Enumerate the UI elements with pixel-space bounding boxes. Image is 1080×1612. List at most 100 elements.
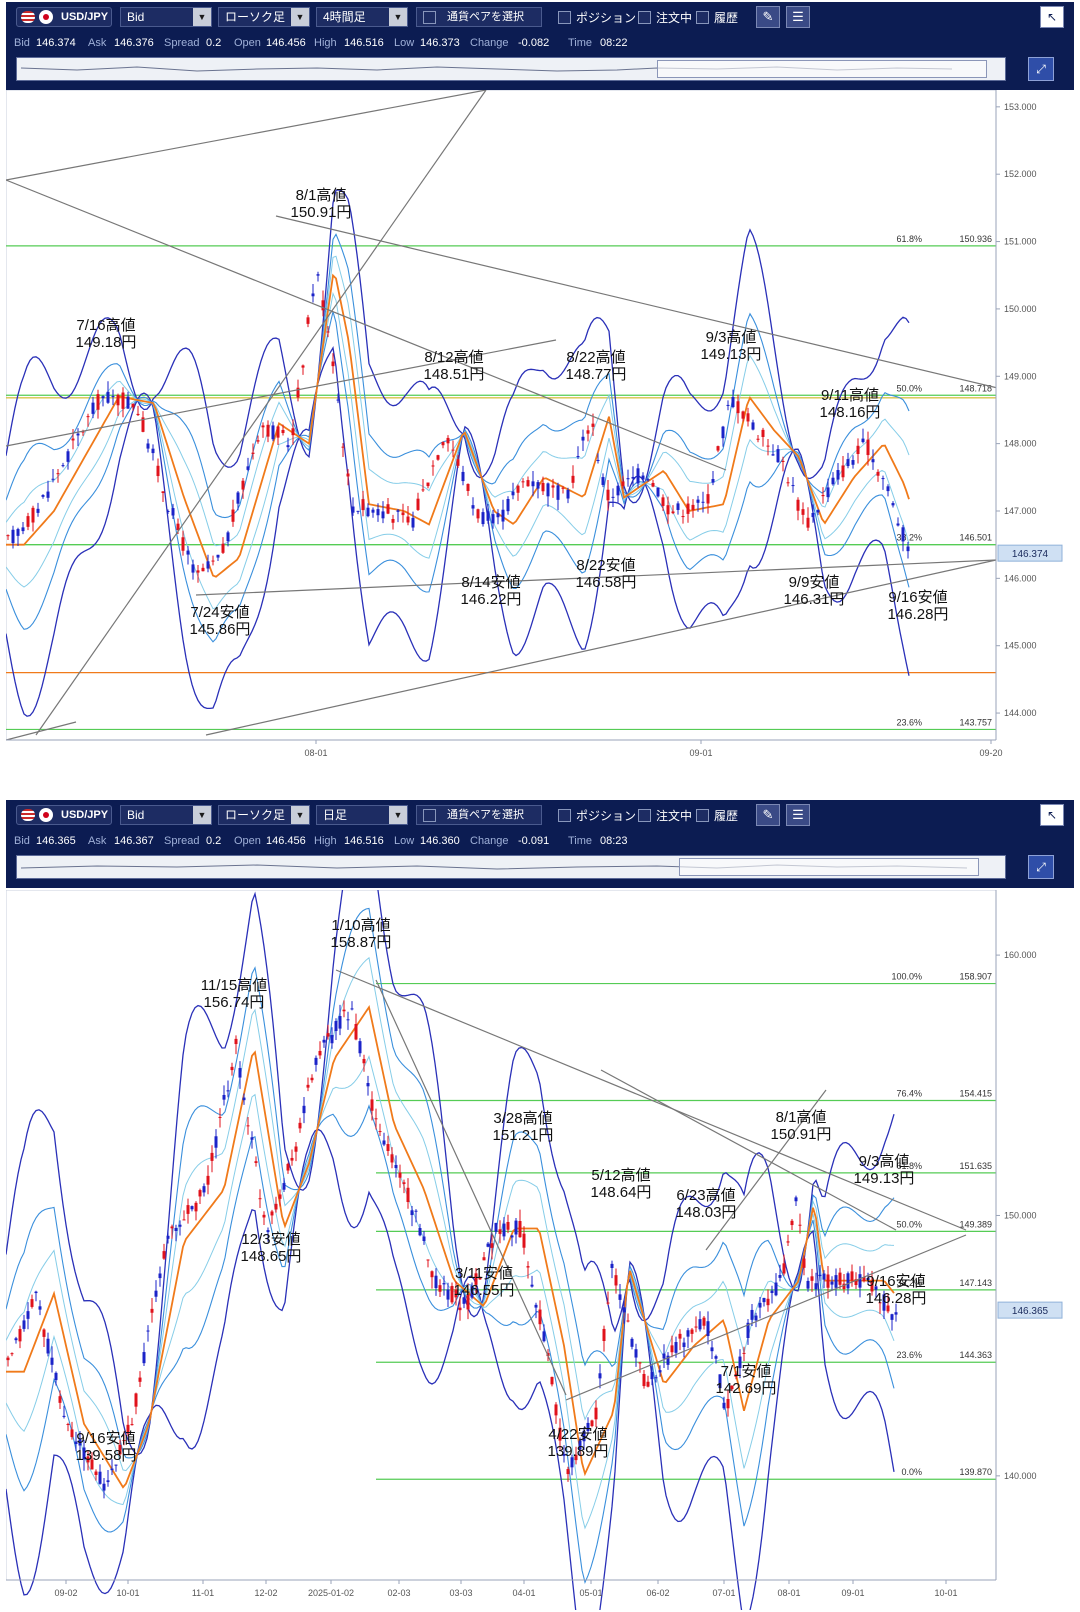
y-tick-label: 145.000	[1004, 641, 1037, 651]
chart-navigator[interactable]	[16, 855, 1006, 879]
candle-body	[586, 1422, 590, 1432]
candlestick-chart-svg[interactable]: 61.8% 150.936 50.0% 148.718 38.2% 146.501 23.6…	[6, 90, 1074, 770]
candle-body	[834, 1275, 838, 1288]
candle-body	[702, 1317, 706, 1326]
fib-level-pct: 38.2%	[896, 533, 922, 543]
collapse-icon[interactable]: ↖	[1040, 804, 1064, 826]
current-price-label: 146.374	[1012, 549, 1049, 560]
annotation-date: 9/16安値	[76, 1430, 135, 1447]
chart-style-select[interactable]: ローソク足 ▼	[218, 805, 310, 825]
pair-select-checkbox[interactable]	[423, 11, 436, 24]
annotation-price: 150.91円	[771, 1126, 832, 1143]
chart-navigator[interactable]	[16, 57, 1006, 81]
candle-body	[306, 317, 310, 324]
pair-select-button[interactable]: 通貨ペアを選択	[416, 7, 542, 27]
bollinger-upper-inner-line	[6, 255, 910, 547]
candle-body	[210, 1152, 214, 1161]
ask-key: Ask	[88, 835, 107, 847]
ask-value: 146.376	[114, 37, 154, 49]
settings-tool-button[interactable]: ☰	[786, 6, 810, 28]
candle-body	[621, 481, 625, 486]
candle-body	[176, 523, 180, 531]
trendline	[565, 1234, 967, 1401]
candlestick-chart-svg[interactable]: 100.0% 158.907 76.4% 154.415 61.8% 151.635 50.…	[6, 890, 1074, 1610]
annotation-date: 7/24安値	[190, 604, 249, 621]
position-checkbox[interactable]	[558, 11, 571, 24]
timeframe-select[interactable]: 4時間足 ▼	[316, 7, 408, 27]
candle-body	[361, 499, 365, 511]
symbol-selector[interactable]: USD/JPY	[16, 805, 112, 825]
candle-body	[366, 507, 370, 517]
y-tick-label: 140.000	[1004, 1471, 1037, 1481]
orders-checkbox[interactable]	[638, 809, 651, 822]
candle-body	[854, 1279, 858, 1286]
candle-body	[471, 505, 475, 509]
candle-body	[601, 477, 605, 485]
candle-body	[836, 470, 840, 480]
candle-body	[366, 1083, 370, 1087]
candle-body	[302, 1105, 306, 1114]
navigator-selection-handle[interactable]	[657, 60, 987, 78]
candle-body	[181, 537, 185, 551]
candle-body	[866, 439, 870, 456]
candle-body	[42, 1329, 46, 1337]
expand-icon[interactable]: ⤢	[1028, 855, 1054, 879]
candle-body	[326, 331, 330, 333]
trendline	[6, 90, 487, 181]
candle-body	[871, 459, 875, 463]
candle-body	[286, 1163, 290, 1171]
candle-body	[878, 1302, 882, 1304]
annotation-date: 8/12高値	[424, 349, 483, 366]
symbol-selector[interactable]: USD/JPY	[16, 7, 112, 27]
jp-flag-icon	[39, 808, 53, 822]
candle-body	[651, 482, 655, 487]
candle-body	[896, 523, 900, 526]
plot-background	[6, 90, 997, 741]
candle-body	[598, 1373, 602, 1379]
candle-body	[6, 535, 10, 537]
candle-body	[670, 1345, 674, 1353]
annotation-date: 11/15高値	[201, 977, 267, 994]
price-type-select[interactable]: Bid ▼	[120, 805, 212, 825]
expand-icon[interactable]: ⤢	[1028, 57, 1054, 81]
candle-body	[174, 1227, 178, 1232]
candle-body	[626, 478, 630, 480]
candle-body	[876, 471, 880, 476]
candle-body	[441, 442, 445, 446]
history-checkbox[interactable]	[696, 809, 709, 822]
timeframe-select[interactable]: 日足 ▼	[316, 805, 408, 825]
candle-body	[482, 1257, 486, 1261]
position-checkbox[interactable]	[558, 809, 571, 822]
candle-body	[422, 1236, 426, 1242]
orders-checkbox[interactable]	[638, 11, 651, 24]
candle-body	[638, 1362, 642, 1364]
candle-body	[714, 1356, 718, 1359]
candle-body	[30, 1299, 34, 1307]
candle-body	[274, 1203, 278, 1210]
navigator-selection-handle[interactable]	[679, 858, 979, 876]
candle-body	[830, 1281, 834, 1285]
price-chart-area[interactable]: 61.8% 150.936 50.0% 148.718 38.2% 146.501 23.6…	[6, 90, 1074, 770]
pair-select-checkbox[interactable]	[423, 809, 436, 822]
candle-body	[434, 1275, 438, 1289]
collapse-icon[interactable]: ↖	[1040, 6, 1064, 28]
draw-tool-button[interactable]: ✎	[756, 804, 780, 826]
candle-body	[416, 498, 420, 510]
annotation-date: 7/16高値	[76, 317, 135, 334]
draw-tool-button[interactable]: ✎	[756, 6, 780, 28]
price-chart-area[interactable]: 100.0% 158.907 76.4% 154.415 61.8% 151.635 50.…	[6, 890, 1074, 1610]
candle-body	[421, 489, 425, 491]
candle-body	[118, 1444, 122, 1455]
pair-select-button[interactable]: 通貨ペアを選択	[416, 805, 542, 825]
settings-tool-button[interactable]: ☰	[786, 804, 810, 826]
candle-body	[522, 1233, 526, 1248]
bollinger-upper-outer-line	[6, 890, 895, 1456]
fib-level-pct: 23.6%	[896, 717, 922, 727]
chart-style-select[interactable]: ローソク足 ▼	[218, 7, 310, 27]
x-tick-label: 09-01	[689, 748, 712, 758]
candle-body	[341, 446, 345, 448]
history-checkbox[interactable]	[696, 11, 709, 24]
price-type-select[interactable]: Bid ▼	[120, 7, 212, 27]
candle-body	[741, 411, 745, 419]
candle-body	[574, 1454, 578, 1461]
